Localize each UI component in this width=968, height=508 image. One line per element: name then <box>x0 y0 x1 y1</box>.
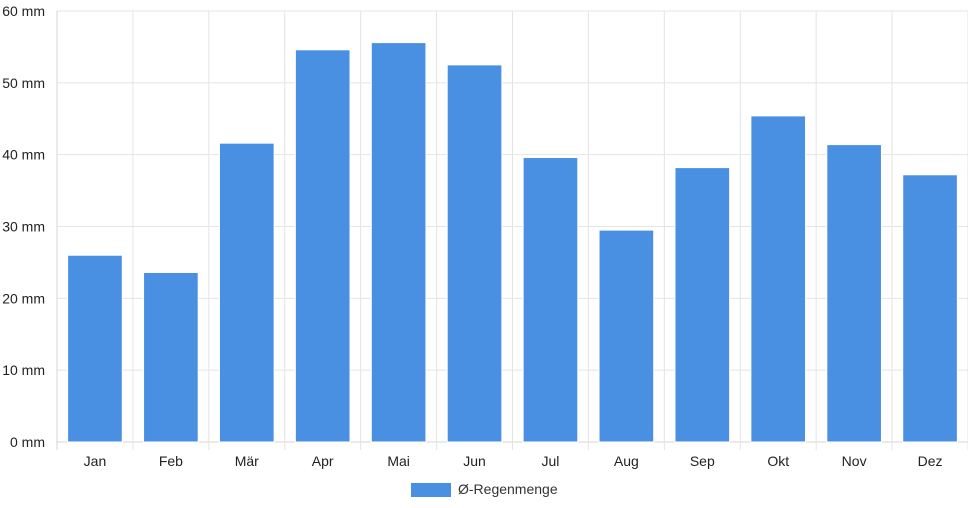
legend-label[interactable]: Ø-Regenmenge <box>458 481 558 497</box>
legend[interactable]: Ø-Regenmenge <box>411 481 558 497</box>
x-tick-label: Okt <box>767 453 789 469</box>
bar-dez[interactable] <box>902 174 958 443</box>
y-tick-label: 20 mm <box>2 290 45 306</box>
y-axis-tick-labels: 0 mm 10 mm 20 mm 30 mm 40 mm 50 mm 60 mm <box>2 3 45 450</box>
x-tick-label: Feb <box>159 453 183 469</box>
y-tick-label: 30 mm <box>2 219 45 235</box>
x-tick-label: Sep <box>690 453 715 469</box>
gridlines <box>56 10 968 450</box>
x-tick-label: Aug <box>614 453 639 469</box>
bar-apr[interactable] <box>294 49 351 443</box>
bar-feb[interactable] <box>143 271 199 443</box>
x-tick-label: Mär <box>235 453 259 469</box>
bar-aug[interactable] <box>598 229 655 443</box>
bar-mär[interactable] <box>218 142 275 443</box>
y-tick-label: 60 mm <box>2 3 45 19</box>
y-tick-label: 10 mm <box>2 362 45 378</box>
y-tick-label: 0 mm <box>10 434 45 450</box>
bar-jul[interactable] <box>522 157 579 443</box>
x-tick-label: Mai <box>387 453 410 469</box>
legend-swatch[interactable] <box>411 483 451 497</box>
bar-jan[interactable] <box>67 254 123 443</box>
x-tick-label: Apr <box>312 453 334 469</box>
x-tick-label: Jan <box>84 453 107 469</box>
x-tick-label: Jul <box>542 453 560 469</box>
x-tick-label: Dez <box>918 453 943 469</box>
bar-nov[interactable] <box>826 144 882 443</box>
y-tick-label: 40 mm <box>2 147 45 163</box>
bars <box>67 42 958 443</box>
y-tick-label: 50 mm <box>2 75 45 91</box>
bar-sep[interactable] <box>674 167 731 443</box>
bar-jun[interactable] <box>446 64 503 443</box>
x-tick-label: Jun <box>463 453 486 469</box>
bar-okt[interactable] <box>750 115 807 443</box>
x-axis-tick-labels: Jan Feb Mär Apr Mai Jun Jul Aug Sep Okt Nov Dez <box>84 453 943 469</box>
x-tick-label: Nov <box>842 453 867 469</box>
bar-mai[interactable] <box>370 42 427 443</box>
